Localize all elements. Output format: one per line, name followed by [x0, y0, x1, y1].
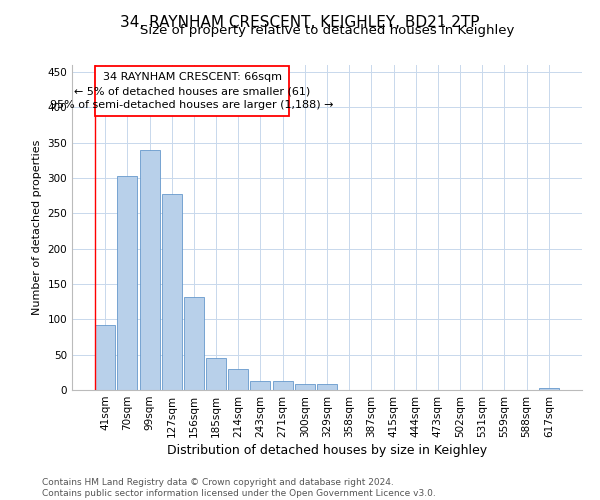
Bar	[250, 381, 271, 390]
Bar	[184, 298, 204, 390]
Bar	[539, 388, 559, 390]
Text: 95% of semi-detached houses are larger (1,188) →: 95% of semi-detached houses are larger (…	[50, 100, 334, 110]
Bar	[295, 384, 315, 390]
Bar	[162, 194, 182, 390]
Y-axis label: Number of detached properties: Number of detached properties	[32, 140, 42, 315]
Title: Size of property relative to detached houses in Keighley: Size of property relative to detached ho…	[140, 24, 514, 38]
Text: ← 5% of detached houses are smaller (61): ← 5% of detached houses are smaller (61)	[74, 86, 310, 96]
Bar	[118, 176, 137, 390]
Text: 34 RAYNHAM CRESCENT: 66sqm: 34 RAYNHAM CRESCENT: 66sqm	[103, 72, 282, 83]
Bar	[140, 150, 160, 390]
Bar	[206, 358, 226, 390]
Bar	[317, 384, 337, 390]
Bar	[272, 381, 293, 390]
Text: Contains HM Land Registry data © Crown copyright and database right 2024.
Contai: Contains HM Land Registry data © Crown c…	[42, 478, 436, 498]
X-axis label: Distribution of detached houses by size in Keighley: Distribution of detached houses by size …	[167, 444, 487, 457]
FancyBboxPatch shape	[95, 66, 289, 116]
Text: 34, RAYNHAM CRESCENT, KEIGHLEY, BD21 2TP: 34, RAYNHAM CRESCENT, KEIGHLEY, BD21 2TP	[120, 15, 480, 30]
Bar	[228, 369, 248, 390]
Bar	[95, 325, 115, 390]
